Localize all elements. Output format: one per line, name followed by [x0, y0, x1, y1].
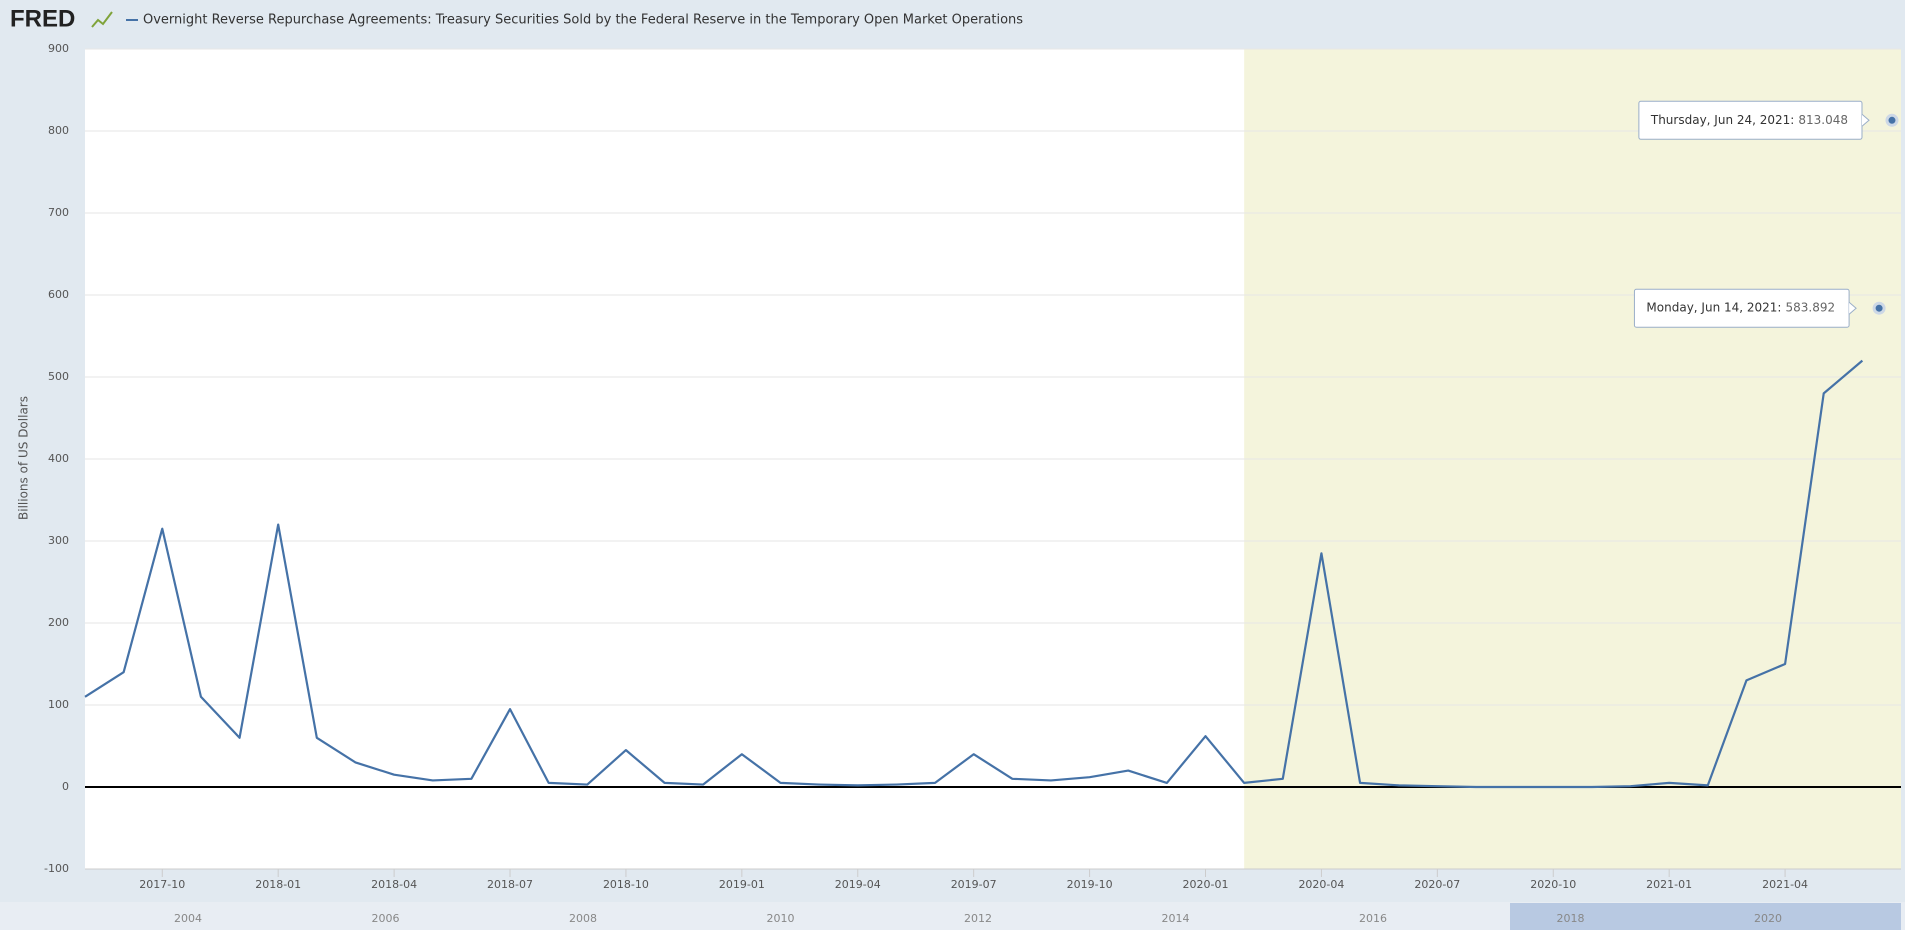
x-tick-label: 2021-01 [1646, 878, 1692, 891]
navigator-label: 2004 [174, 912, 202, 925]
x-tick-label: 2018-07 [487, 878, 533, 891]
tooltip: Thursday, Jun 24, 2021: 813.048 [1638, 100, 1870, 140]
data-line [84, 359, 1864, 789]
y-tick-label: 200 [48, 616, 69, 629]
logo[interactable]: FRED [10, 5, 75, 32]
tooltip-arrow [1861, 113, 1870, 127]
navigator-label: 2010 [767, 912, 795, 925]
x-tick-label: 2020-07 [1414, 878, 1460, 891]
tooltip: Monday, Jun 14, 2021: 583.892 [1633, 288, 1857, 328]
y-tick-label: -100 [44, 862, 69, 875]
navigator-label: 2012 [964, 912, 992, 925]
tooltip-value: 813.048 [1798, 113, 1848, 127]
x-tick-label: 2020-04 [1298, 878, 1344, 891]
y-tick-label: 300 [48, 534, 69, 547]
navigator-label: 2014 [1162, 912, 1190, 925]
x-tick-label: 2018-04 [371, 878, 417, 891]
annotation-marker [1885, 113, 1899, 127]
x-tick-label: 2017-10 [139, 878, 185, 891]
x-tick-label: 2018-10 [603, 878, 649, 891]
y-tick-label: 800 [48, 124, 69, 137]
y-tick-label: 900 [48, 42, 69, 55]
y-tick-label: 400 [48, 452, 69, 465]
x-tick-label: 2020-10 [1530, 878, 1576, 891]
navigator-label: 2016 [1359, 912, 1387, 925]
navigator-label: 2008 [569, 912, 597, 925]
x-tick-label: 2019-07 [951, 878, 997, 891]
x-tick-label: 2019-01 [719, 878, 765, 891]
chart-title: Overnight Reverse Repurchase Agreements:… [143, 13, 1023, 28]
navigator-label: 2018 [1557, 912, 1585, 925]
x-tick-label: 2019-10 [1067, 878, 1113, 891]
logo-icon [91, 11, 113, 28]
y-tick-label: 100 [48, 698, 69, 711]
tooltip-arrow [1848, 301, 1857, 315]
x-tick-label: 2019-04 [835, 878, 881, 891]
y-tick-label: 700 [48, 206, 69, 219]
x-tick-label: 2021-04 [1762, 878, 1808, 891]
y-tick-label: 600 [48, 288, 69, 301]
navigator-label: 2006 [372, 912, 400, 925]
x-tick-label: 2018-01 [255, 878, 301, 891]
tooltip-label: Thursday, Jun 24, 2021: [1650, 113, 1794, 127]
tooltip-label: Monday, Jun 14, 2021: [1646, 301, 1781, 315]
y-axis-title: Billions of US Dollars [17, 396, 31, 520]
navigator-window [1510, 903, 1901, 930]
navigator-label: 2020 [1754, 912, 1782, 925]
y-tick-label: 500 [48, 370, 69, 383]
x-tick-label: 2020-01 [1183, 878, 1229, 891]
tooltip-value: 583.892 [1785, 301, 1835, 315]
y-tick-label: 0 [62, 780, 69, 793]
annotation-marker [1872, 301, 1886, 315]
